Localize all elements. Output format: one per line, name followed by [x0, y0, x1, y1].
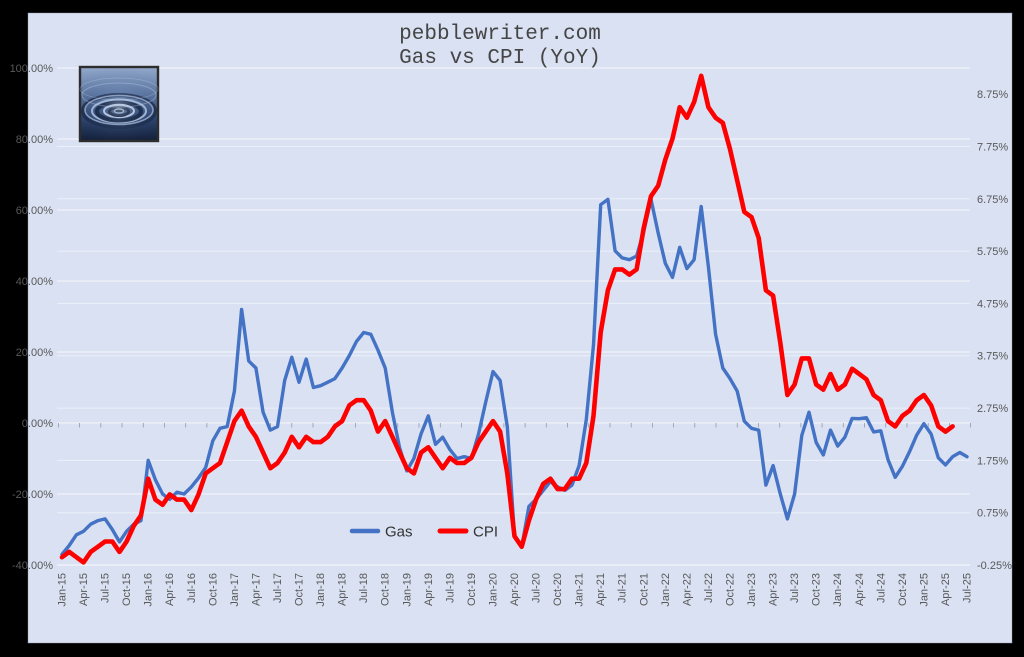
- x-axis-tick-label: Jan-22: [660, 573, 672, 607]
- legend: Gas CPI: [349, 524, 498, 541]
- x-axis-tick-label: Jul-15: [100, 573, 112, 603]
- x-axis-tick-label: Jan-23: [746, 573, 758, 607]
- legend-label-cpi: CPI: [473, 524, 498, 541]
- x-axis-tick-label: Jul-19: [444, 573, 456, 603]
- left-axis-tick-label: 60.00%: [16, 205, 54, 217]
- cpi-line-series: [59, 73, 955, 565]
- x-axis-tick-label: Apr-23: [768, 573, 780, 606]
- left-axis-tick-label: 20.00%: [16, 347, 54, 359]
- right-axis-labels: 8.75% 7.75% 6.75% 5.75% 4.75% 3.75% 2.75% 1.75%…: [977, 89, 1012, 572]
- x-axis-tick-label: Jan-21: [574, 573, 586, 607]
- x-axis-tick-label: Jan-25: [918, 573, 930, 607]
- x-axis-tick-label: Oct-22: [725, 573, 737, 606]
- left-axis-tick-label: 80.00%: [16, 134, 54, 146]
- x-axis-tick-label: Oct-23: [811, 573, 823, 606]
- x-axis-tick-label: Jan-19: [401, 573, 413, 607]
- x-axis-tick-label: Oct-19: [466, 573, 478, 606]
- x-axis-tick-label: Apr-24: [854, 573, 866, 606]
- right-axis-tick-label: 7.75%: [977, 142, 1008, 154]
- x-axis-tick-label: Jan-17: [229, 573, 241, 607]
- x-axis-tick-label: Apr-21: [595, 573, 607, 606]
- x-axis-tick-label: Oct-17: [294, 573, 306, 606]
- x-axis-tick-label: Apr-18: [337, 573, 349, 606]
- right-axis-tick-label: 0.75%: [977, 508, 1008, 520]
- x-axis-labels: Jan-15 Apr-15 Jul-15 Oct-15 Jan-16 Apr-16 Jul-…: [57, 573, 974, 607]
- left-axis-tick-label: 0.00%: [22, 418, 53, 430]
- right-axis-tick-label: -0.25%: [977, 560, 1012, 572]
- x-axis-tick-label: Jan-15: [57, 573, 69, 607]
- chart-background: [27, 12, 1013, 644]
- right-axis-tick-label: 3.75%: [977, 351, 1008, 363]
- x-axis-tick-label: Oct-20: [552, 573, 564, 606]
- left-axis-labels: 100.00% 80.00% 60.00% 40.00% 20.00% 0.00% -20.…: [10, 63, 54, 572]
- x-axis-tick-label: Apr-25: [940, 573, 952, 606]
- x-axis-tick-label: Jul-20: [531, 573, 543, 603]
- right-axis-tick-label: 2.75%: [977, 403, 1008, 415]
- x-axis-tick-label: Oct-24: [897, 573, 909, 606]
- x-axis-tick-label: Oct-15: [121, 573, 133, 606]
- x-axis-tick-label: Jan-16: [143, 573, 155, 607]
- series-lines: [59, 73, 969, 565]
- x-axis-tick-label: Jul-25: [962, 573, 974, 603]
- x-axis-tick-label: Jul-17: [272, 573, 284, 603]
- x-axis-tick-label: Apr-17: [250, 573, 262, 606]
- right-axis-tick-label: 6.75%: [977, 194, 1008, 206]
- x-axis-tick-label: Jul-18: [358, 573, 370, 603]
- legend-label-gas: Gas: [385, 524, 413, 541]
- x-axis-tick-label: Jan-24: [832, 573, 844, 607]
- x-axis-tick-label: Jan-18: [315, 573, 327, 607]
- site-title: pebblewriter.com: [399, 23, 601, 46]
- x-axis-tick-label: Apr-15: [78, 573, 90, 606]
- left-axis-tick-label: -20.00%: [12, 489, 53, 501]
- chart-title: Gas vs CPI (YoY): [399, 47, 601, 70]
- x-axis-tick-label: Jan-20: [488, 573, 500, 607]
- x-axis-tick-label: Apr-16: [164, 573, 176, 606]
- left-axis-tick-label: 40.00%: [16, 276, 54, 288]
- right-axis-tick-label: 8.75%: [977, 89, 1008, 101]
- x-axis-tick-label: Jul-16: [186, 573, 198, 603]
- x-axis-tick-label: Oct-21: [638, 573, 650, 606]
- x-axis-tick-label: Jul-24: [875, 573, 887, 603]
- left-axis-tick-label: 100.00%: [10, 63, 54, 75]
- x-axis-tick-label: Apr-20: [509, 573, 521, 606]
- x-axis-tick-label: Oct-16: [207, 573, 219, 606]
- x-axis-tick-label: Jul-22: [703, 573, 715, 603]
- right-axis-tick-label: 4.75%: [977, 298, 1008, 310]
- right-axis-tick-label: 5.75%: [977, 246, 1008, 258]
- right-axis-tick-label: 1.75%: [977, 455, 1008, 467]
- left-axis-tick-label: -40.00%: [12, 560, 53, 572]
- x-axis-tick-label: Oct-18: [380, 573, 392, 606]
- x-axis-tick-label: Apr-19: [423, 573, 435, 606]
- logo-image: [78, 65, 160, 143]
- x-axis-tick-label: Apr-22: [681, 573, 693, 606]
- x-axis-tick-label: Jul-23: [789, 573, 801, 603]
- x-axis-tick-label: Jul-21: [617, 573, 629, 603]
